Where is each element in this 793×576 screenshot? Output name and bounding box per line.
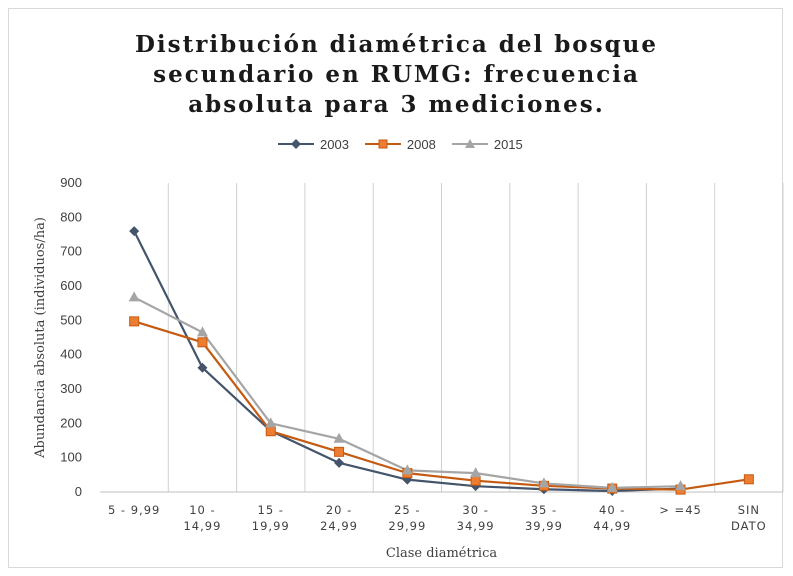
x-tick-label: 15 - 19,99 <box>252 503 290 533</box>
data-point-2003 <box>129 226 140 237</box>
chart-title-line: Distribución diamétrica del bosque <box>134 31 659 58</box>
chart-frame <box>8 8 783 568</box>
x-tick-label-line: 24,99 <box>320 519 358 533</box>
y-tick-label: 0 <box>75 484 82 499</box>
y-tick-label: 600 <box>60 278 82 293</box>
x-tick-label-line: 34,99 <box>457 519 495 533</box>
x-tick-label-line: 19,99 <box>252 519 290 533</box>
x-tick-label-line: 44,99 <box>593 519 631 533</box>
x-tick-label-line: 15 - <box>258 503 284 517</box>
y-tick-label: 700 <box>60 244 82 259</box>
y-tick-label: 800 <box>60 209 82 224</box>
y-axis-title: Abundancia absoluta (individuos/ha) <box>33 217 48 459</box>
y-tick-label: 400 <box>60 347 82 362</box>
x-tick-label: SIN DATO <box>731 503 767 533</box>
legend-label-2003: 2003 <box>320 136 349 152</box>
legend-swatch-2015 <box>451 139 488 148</box>
x-tick-label-line: SIN <box>738 503 760 517</box>
x-tick-label-line: 14,99 <box>183 519 221 533</box>
legend-item-2015: 2015 <box>450 137 523 152</box>
diamond-marker-icon <box>291 139 301 149</box>
x-tick-label-line: 25 - <box>394 503 420 517</box>
data-point-2003 <box>197 362 208 373</box>
legend-swatch-2003 <box>278 139 314 149</box>
x-tick-label-line: 10 - <box>189 503 215 517</box>
legend-label-2008: 2008 <box>406 136 436 152</box>
data-point-2015 <box>675 480 687 491</box>
data-point-2015 <box>470 467 482 478</box>
x-tick-label-line: DATO <box>731 519 767 533</box>
chart-title: Distribución diamétrica del bosque secun… <box>0 30 793 120</box>
data-point-2015 <box>401 464 413 475</box>
chart-legend: 2003 2008 2015 <box>276 134 537 154</box>
data-point-2003 <box>334 457 345 468</box>
legend-swatch-2008 <box>364 139 401 149</box>
legend-item-2003: 2003 <box>276 137 349 152</box>
x-tick-label: 10 - 14,99 <box>183 503 221 533</box>
x-tick-label: 20 - 24,99 <box>320 503 358 533</box>
y-tick-label: 200 <box>60 415 82 430</box>
x-tick-label: 40 - 44,99 <box>593 503 631 533</box>
chart-title-line: absoluta para 3 mediciones. <box>188 91 605 118</box>
chart-title-line: secundario en RUMG: frecuencia <box>153 61 640 88</box>
data-point-2008 <box>129 316 140 327</box>
x-tick-label-line: 40 - <box>599 503 625 517</box>
data-point-2015 <box>606 481 618 492</box>
data-point-2008 <box>470 475 481 486</box>
y-tick-label: 900 <box>60 175 82 190</box>
data-point-2015 <box>333 432 345 443</box>
x-tick-label-line: 35 - <box>531 503 557 517</box>
square-marker-icon <box>378 139 388 149</box>
legend-item-2008: 2008 <box>363 137 436 152</box>
data-point-2008 <box>197 337 208 348</box>
data-point-2015 <box>196 326 208 337</box>
y-tick-label: 100 <box>60 450 82 465</box>
y-tick-label: 300 <box>60 381 82 396</box>
data-point-2015 <box>538 477 550 488</box>
x-tick-label: 25 - 29,99 <box>388 503 426 533</box>
data-point-2008 <box>265 426 276 437</box>
x-tick-label-line: 30 - <box>462 503 488 517</box>
x-tick-label-line: 29,99 <box>388 519 426 533</box>
data-point-2015 <box>265 417 277 428</box>
data-point-2008 <box>334 446 345 457</box>
x-axis-title: Clase diamétrica <box>386 546 497 561</box>
x-tick-label: 35 - 39,99 <box>525 503 563 533</box>
x-tick-label-line: 20 - <box>326 503 352 517</box>
x-tick-label: 5 - 9,99 <box>108 503 160 517</box>
triangle-marker-icon <box>464 139 475 148</box>
x-tick-label: > =45 <box>659 503 702 517</box>
data-point-2015 <box>128 291 140 302</box>
x-tick-label-line: 5 - 9,99 <box>108 503 160 517</box>
series-line-2008 <box>133 320 750 491</box>
x-tick-label: 30 - 34,99 <box>457 503 495 533</box>
y-tick-label: 500 <box>60 312 82 327</box>
legend-label-2015: 2015 <box>493 136 523 152</box>
series-line-2015 <box>133 296 681 489</box>
x-tick-label-line: 39,99 <box>525 519 563 533</box>
x-tick-label-line: > =45 <box>659 503 702 517</box>
data-point-2008 <box>743 474 754 485</box>
